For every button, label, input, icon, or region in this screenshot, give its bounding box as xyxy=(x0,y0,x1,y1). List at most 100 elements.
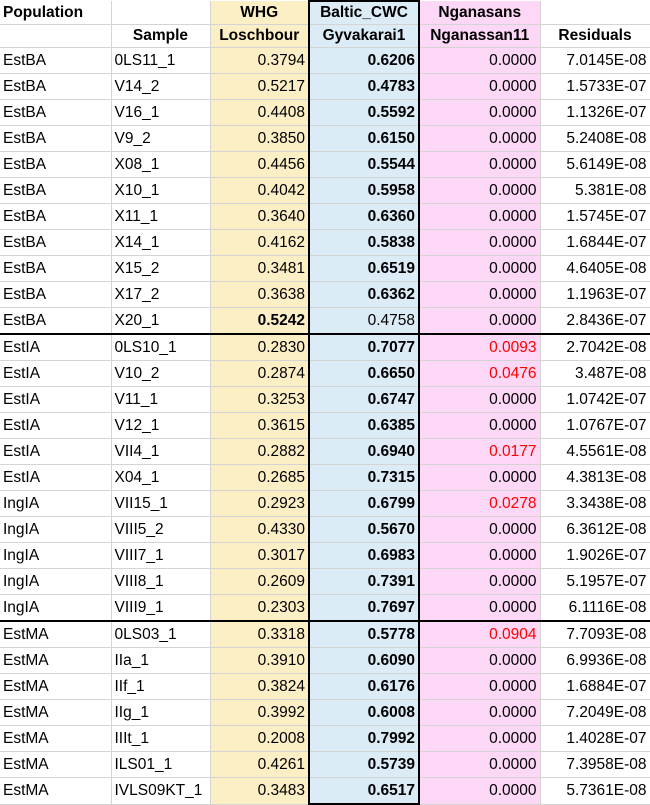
baltic-cell: 0.6360 xyxy=(308,203,420,230)
baltic-cell: 0.6385 xyxy=(308,412,420,439)
nganasans-cell: 0.0000 xyxy=(419,255,541,282)
nganasans-cell: 0.0000 xyxy=(419,594,541,622)
header-row-2: Sample Loschbour Gyvakarai1 Nganassan11 … xyxy=(0,24,650,48)
residuals-cell: 1.6884E-07 xyxy=(540,673,650,700)
nganasans-cell: 0.0278 xyxy=(419,490,541,517)
residuals-cell: 6.9936E-08 xyxy=(540,647,650,674)
table-row: EstBA X10_1 0.4042 0.5958 0.0000 5.381E-08 xyxy=(0,177,650,204)
table-row: EstBA X11_1 0.3640 0.6360 0.0000 1.5745E-07 xyxy=(0,203,650,230)
table-row: EstBA V9_2 0.3850 0.6150 0.0000 5.2408E-08 xyxy=(0,125,650,152)
whg-cell: 0.2830 xyxy=(210,333,310,361)
baltic-cell: 0.5544 xyxy=(308,151,420,178)
nganasans-cell: 0.0000 xyxy=(419,307,541,335)
population-cell: EstIA xyxy=(0,412,112,439)
table-row: EstIA V10_2 0.2874 0.6650 0.0476 3.487E-08 xyxy=(0,360,650,387)
table-row: EstBA X17_2 0.3638 0.6362 0.0000 1.1963E-07 xyxy=(0,281,650,308)
whg-cell: 0.2882 xyxy=(210,438,310,465)
residuals-cell: 3.487E-08 xyxy=(540,360,650,387)
nganasans-cell: 0.0000 xyxy=(419,751,541,778)
residuals-cell: 7.0145E-08 xyxy=(540,47,650,74)
sample-cell: 0LS03_1 xyxy=(111,620,211,648)
nganasans-cell: 0.0000 xyxy=(419,229,541,256)
nganasans-cell: 0.0000 xyxy=(419,99,541,126)
sample-cell: IIf_1 xyxy=(111,673,211,700)
residuals-header: Residuals xyxy=(540,24,650,48)
sample-cell: V10_2 xyxy=(111,360,211,387)
sample-cell: VII4_1 xyxy=(111,438,211,465)
residuals-cell: 4.5561E-08 xyxy=(540,438,650,465)
whg-cell: 0.5242 xyxy=(210,307,310,335)
population-cell: EstMA xyxy=(0,620,112,648)
sample-cell: X11_1 xyxy=(111,203,211,230)
whg-cell: 0.4261 xyxy=(210,751,310,778)
whg-cell: 0.3638 xyxy=(210,281,310,308)
population-cell: EstBA xyxy=(0,73,112,100)
baltic-cell: 0.7077 xyxy=(308,333,420,361)
residuals-cell: 1.1326E-07 xyxy=(540,99,650,126)
whg-cell: 0.4330 xyxy=(210,516,310,543)
population-cell: EstBA xyxy=(0,255,112,282)
whg-cell: 0.3253 xyxy=(210,386,310,413)
table-row: EstIA VII4_1 0.2882 0.6940 0.0177 4.5561E-08 xyxy=(0,438,650,465)
nganasans-cell: 0.0000 xyxy=(419,673,541,700)
baltic-cell: 0.6362 xyxy=(308,281,420,308)
sample-cell: IIIt_1 xyxy=(111,725,211,752)
whg-cell: 0.3481 xyxy=(210,255,310,282)
nganasans-cell: 0.0000 xyxy=(419,542,541,569)
table-row: EstMA 0LS03_1 0.3318 0.5778 0.0904 7.7093E-08 xyxy=(0,620,650,648)
sample-cell: IIg_1 xyxy=(111,699,211,726)
nganasans-cell: 0.0177 xyxy=(419,438,541,465)
whg-cell: 0.4042 xyxy=(210,177,310,204)
baltic-cell: 0.6090 xyxy=(308,647,420,674)
table-row: EstMA ILS01_1 0.4261 0.5739 0.0000 7.3958E-08 xyxy=(0,751,650,778)
table-row: EstIA X04_1 0.2685 0.7315 0.0000 4.3813E-08 xyxy=(0,464,650,491)
population-cell: EstMA xyxy=(0,673,112,700)
population-cell: EstBA xyxy=(0,99,112,126)
whg-cell: 0.2874 xyxy=(210,360,310,387)
residuals-header-blank xyxy=(540,1,650,25)
whg-cell: 0.3483 xyxy=(210,777,310,805)
nganasans-header-line2: Nganassan11 xyxy=(419,24,541,48)
sample-cell: IIa_1 xyxy=(111,647,211,674)
baltic-cell: 0.7697 xyxy=(308,594,420,622)
sample-cell: X20_1 xyxy=(111,307,211,335)
whg-cell: 0.3992 xyxy=(210,699,310,726)
population-header-blank xyxy=(0,24,112,48)
population-cell: EstMA xyxy=(0,777,112,805)
population-cell: EstIA xyxy=(0,360,112,387)
baltic-cell: 0.7315 xyxy=(308,464,420,491)
table-body: EstBA 0LS11_1 0.3794 0.6206 0.0000 7.0145E-08… xyxy=(0,47,650,805)
nganasans-cell: 0.0000 xyxy=(419,516,541,543)
table-row: EstMA IVLS09KT_1 0.3483 0.6517 0.0000 5.7361E… xyxy=(0,777,650,805)
baltic-header-line1: Baltic_CWC xyxy=(308,0,420,25)
baltic-cell: 0.5739 xyxy=(308,751,420,778)
nganasans-cell: 0.0000 xyxy=(419,568,541,595)
nganasans-cell: 0.0000 xyxy=(419,412,541,439)
table-row: EstBA V14_2 0.5217 0.4783 0.0000 1.5733E-07 xyxy=(0,73,650,100)
residuals-cell: 5.1957E-07 xyxy=(540,568,650,595)
nganasans-cell: 0.0000 xyxy=(419,177,541,204)
residuals-cell: 1.0742E-07 xyxy=(540,386,650,413)
baltic-cell: 0.5838 xyxy=(308,229,420,256)
baltic-cell: 0.5670 xyxy=(308,516,420,543)
population-cell: EstMA xyxy=(0,751,112,778)
nganasans-cell: 0.0000 xyxy=(419,203,541,230)
residuals-cell: 1.0767E-07 xyxy=(540,412,650,439)
nganasans-cell: 0.0904 xyxy=(419,620,541,648)
residuals-cell: 5.381E-08 xyxy=(540,177,650,204)
nganasans-cell: 0.0000 xyxy=(419,125,541,152)
residuals-cell: 1.5745E-07 xyxy=(540,203,650,230)
baltic-cell: 0.5958 xyxy=(308,177,420,204)
nganasans-cell: 0.0000 xyxy=(419,464,541,491)
residuals-cell: 1.9026E-07 xyxy=(540,542,650,569)
whg-cell: 0.4456 xyxy=(210,151,310,178)
whg-cell: 0.2008 xyxy=(210,725,310,752)
nganasans-cell: 0.0000 xyxy=(419,47,541,74)
residuals-cell: 1.1963E-07 xyxy=(540,281,650,308)
baltic-cell: 0.5592 xyxy=(308,99,420,126)
population-cell: EstIA xyxy=(0,464,112,491)
whg-cell: 0.3640 xyxy=(210,203,310,230)
baltic-cell: 0.6519 xyxy=(308,255,420,282)
population-cell: EstMA xyxy=(0,647,112,674)
